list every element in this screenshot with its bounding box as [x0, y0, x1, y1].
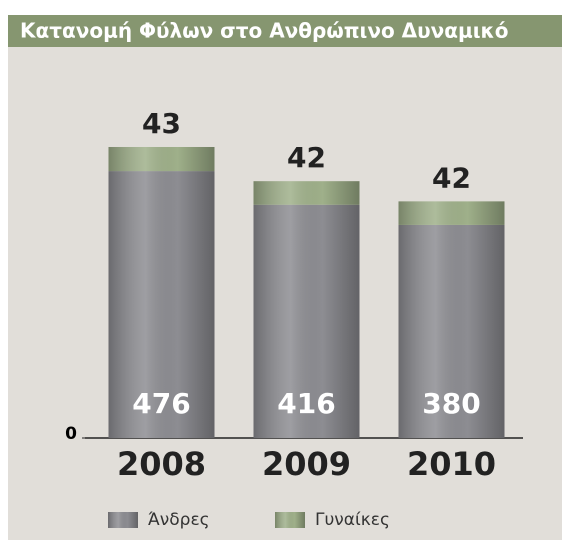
legend-label: Άνδρες	[148, 510, 210, 530]
legend-swatch-shade	[108, 512, 138, 528]
value-label: 416	[277, 387, 335, 420]
value-label: 42	[432, 161, 471, 194]
y-tick-label: 0	[65, 424, 77, 444]
bar-shade	[398, 201, 505, 225]
bar-shade	[108, 171, 215, 438]
bar-shade	[108, 146, 215, 172]
bar-shade	[253, 181, 360, 205]
x-tick-label: 2009	[262, 445, 351, 483]
bar-shade	[398, 224, 505, 438]
title-bar	[8, 15, 562, 47]
value-label: 476	[132, 387, 190, 420]
x-tick-label: 2008	[117, 445, 206, 483]
legend-label: Γυναίκες	[315, 510, 390, 530]
value-label: 43	[142, 107, 181, 140]
legend-swatch-shade	[275, 512, 305, 528]
value-label: 380	[422, 387, 480, 420]
value-label: 42	[287, 141, 326, 174]
chart-title: Κατανομή Φύλων στο Ανθρώπινο Δυναμικό	[20, 19, 509, 43]
bar-shade	[253, 204, 360, 438]
x-tick-label: 2010	[407, 445, 496, 483]
